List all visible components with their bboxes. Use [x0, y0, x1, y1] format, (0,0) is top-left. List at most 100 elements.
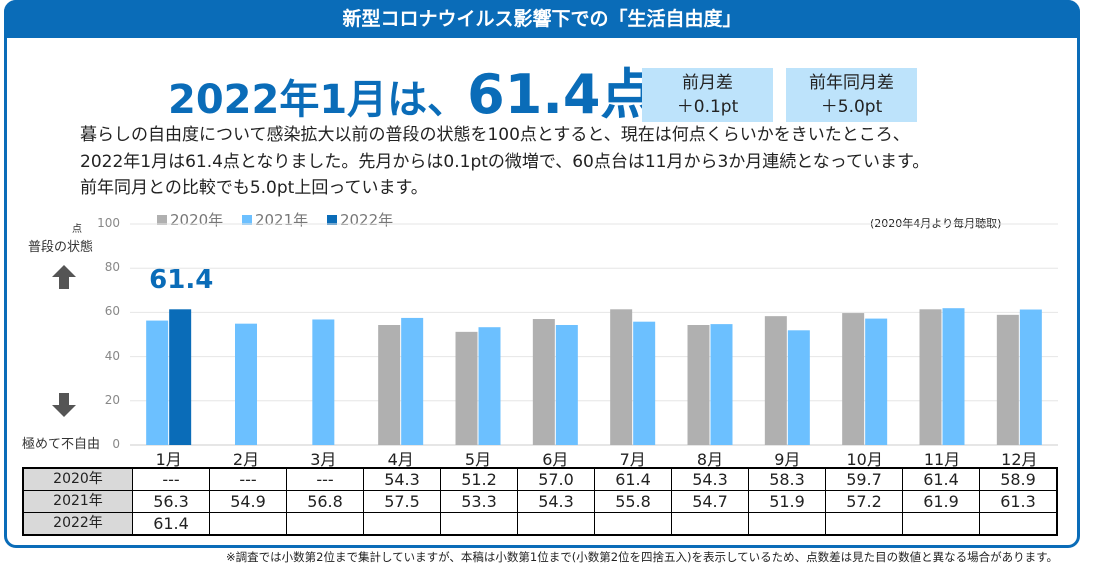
table-cell [902, 512, 980, 536]
table-cell [825, 512, 903, 536]
month-diff-label: 前月差 [682, 73, 733, 93]
table-cell: 54.3 [517, 490, 595, 513]
y-unit: 点 [72, 224, 82, 235]
bar-2021-12 [1019, 309, 1042, 445]
description-line: 前年同月との比較でも5.0pt上回っています。 [80, 178, 428, 198]
table-cell [440, 512, 518, 536]
table-cell: 61.3 [979, 490, 1058, 513]
x-tick-label: 6月 [542, 450, 569, 469]
bar-2020-4 [378, 324, 401, 445]
y-bottom-label: 極めて不自由 [22, 437, 101, 452]
table-cell [517, 512, 595, 536]
table-cell: --- [286, 467, 364, 491]
bar-2021-4 [401, 317, 424, 445]
year-diff-value: ＋5.0pt [820, 97, 883, 117]
bar-2020-12 [996, 314, 1019, 445]
description-line: 2022年1月は61.4点となりました。先月からは0.1ptの微増で、60点台は… [80, 151, 930, 172]
x-tick-label: 3月 [310, 450, 337, 469]
table-cell [594, 512, 672, 536]
table-cell [979, 512, 1058, 536]
table-cell: 61.9 [902, 490, 980, 513]
table-cell: 58.9 [979, 467, 1058, 491]
table-cell: 56.3 [132, 490, 210, 513]
headline-prefix: 2022年1月は、 [168, 77, 468, 123]
bar-2021-9 [787, 330, 810, 445]
y-tick-label: 0 [112, 437, 120, 451]
x-tick-label: 5月 [464, 450, 492, 469]
bar-2021-2 [235, 323, 257, 445]
x-tick-label: 9月 [774, 450, 801, 469]
x-tick-label: 11月 [923, 450, 961, 469]
bar-2021-6 [555, 324, 578, 445]
y-tick-label: 20 [104, 392, 120, 407]
table-cell: --- [209, 467, 287, 491]
down-arrow-icon [52, 393, 76, 417]
table-row: 2021年 56.3 54.9 56.8 57.5 53.3 54.3 55.8 54.7 51.… [22, 490, 1058, 513]
table-cell: 57.5 [363, 490, 441, 513]
bar-2021-8 [710, 324, 733, 445]
bar-2021-10 [865, 318, 888, 445]
table-cell: 55.8 [594, 490, 672, 513]
table-cell: 51.9 [748, 490, 826, 513]
table-cell: 54.3 [671, 467, 749, 491]
description: 暮らしの自由度について感染拡大以前の普段の状態を100点とすると、現在は何点くら… [80, 122, 929, 202]
x-tick-label: 7月 [619, 450, 646, 469]
y-tick-label: 40 [104, 348, 120, 363]
table-cell: 56.8 [286, 490, 364, 513]
table-cell: 57.0 [517, 467, 595, 491]
bar-2021-5 [478, 327, 501, 445]
table-cell: 54.7 [671, 490, 749, 513]
table-cell: 54.3 [363, 467, 441, 491]
bar-2020-6 [532, 319, 555, 445]
table-row: 2022年 61.4 [22, 512, 1058, 536]
x-tick-label: 1月 [155, 450, 182, 469]
year-diff-box: 前年同月差 ＋5.0pt [786, 68, 917, 122]
headline: 2022年1月は、61.4点 [168, 62, 654, 133]
table-cell: 58.3 [748, 467, 826, 491]
table-cell: 61.4 [594, 467, 672, 491]
row-header: 2021年 [22, 490, 133, 513]
table-cell [671, 512, 749, 536]
table-cell: 61.4 [902, 467, 980, 491]
bar-2020-11 [919, 309, 942, 445]
bar-2021-11 [942, 308, 965, 445]
y-tick-label: 60 [104, 304, 120, 319]
year-diff-label: 前年同月差 [809, 73, 894, 93]
y-tick-label: 80 [104, 260, 120, 275]
y-tick-label: 100 [97, 216, 120, 230]
x-tick-label: 4月 [387, 450, 414, 469]
data-table: 2020年 --- --- --- 54.3 51.2 57.0 61.4 54.3 58.3 59… [22, 467, 1058, 536]
x-tick-label: 8月 [696, 450, 724, 469]
month-diff-box: 前月差 ＋0.1pt [642, 68, 773, 122]
table-cell: 51.2 [440, 467, 518, 491]
x-tick-label: 12月 [1001, 450, 1038, 469]
bar-2020-9 [764, 316, 787, 445]
bar-2021-3 [312, 319, 335, 445]
table-cell: 61.4 [132, 512, 210, 536]
y-top-label: 普段の状態 [28, 240, 94, 255]
table-cell: 53.3 [440, 490, 518, 513]
table-cell [363, 512, 441, 536]
month-diff-value: ＋0.1pt [676, 97, 739, 117]
table-cell [748, 512, 826, 536]
panel-title: 新型コロナウイルス影響下での「生活自由度」 [4, 0, 1080, 38]
description-line: 暮らしの自由度について感染拡大以前の普段の状態を100点とすると、現在は何点くら… [80, 125, 910, 145]
table-cell: 54.9 [209, 490, 287, 513]
bar-2021-1 [146, 320, 169, 445]
up-arrow-icon [52, 265, 76, 289]
table-row: 2020年 --- --- --- 54.3 51.2 57.0 61.4 54.3 58.3 59… [22, 467, 1058, 491]
bar-2020-8 [687, 324, 710, 445]
x-tick-label: 10月 [846, 450, 883, 469]
bar-2022-1 [169, 309, 192, 445]
footnote: ※調査では小数第2位まで集計していますが、本稿は小数第1位まで(小数第2位を四捨… [226, 550, 1058, 564]
table-cell: 57.2 [825, 490, 903, 513]
bar-2020-7 [610, 309, 633, 445]
headline-value: 61.4点 [467, 63, 655, 126]
table-cell [209, 512, 287, 536]
x-tick-label: 2月 [232, 450, 260, 469]
table-cell: 59.7 [825, 467, 903, 491]
table-cell: --- [132, 467, 210, 491]
bar-2020-10 [842, 313, 865, 445]
